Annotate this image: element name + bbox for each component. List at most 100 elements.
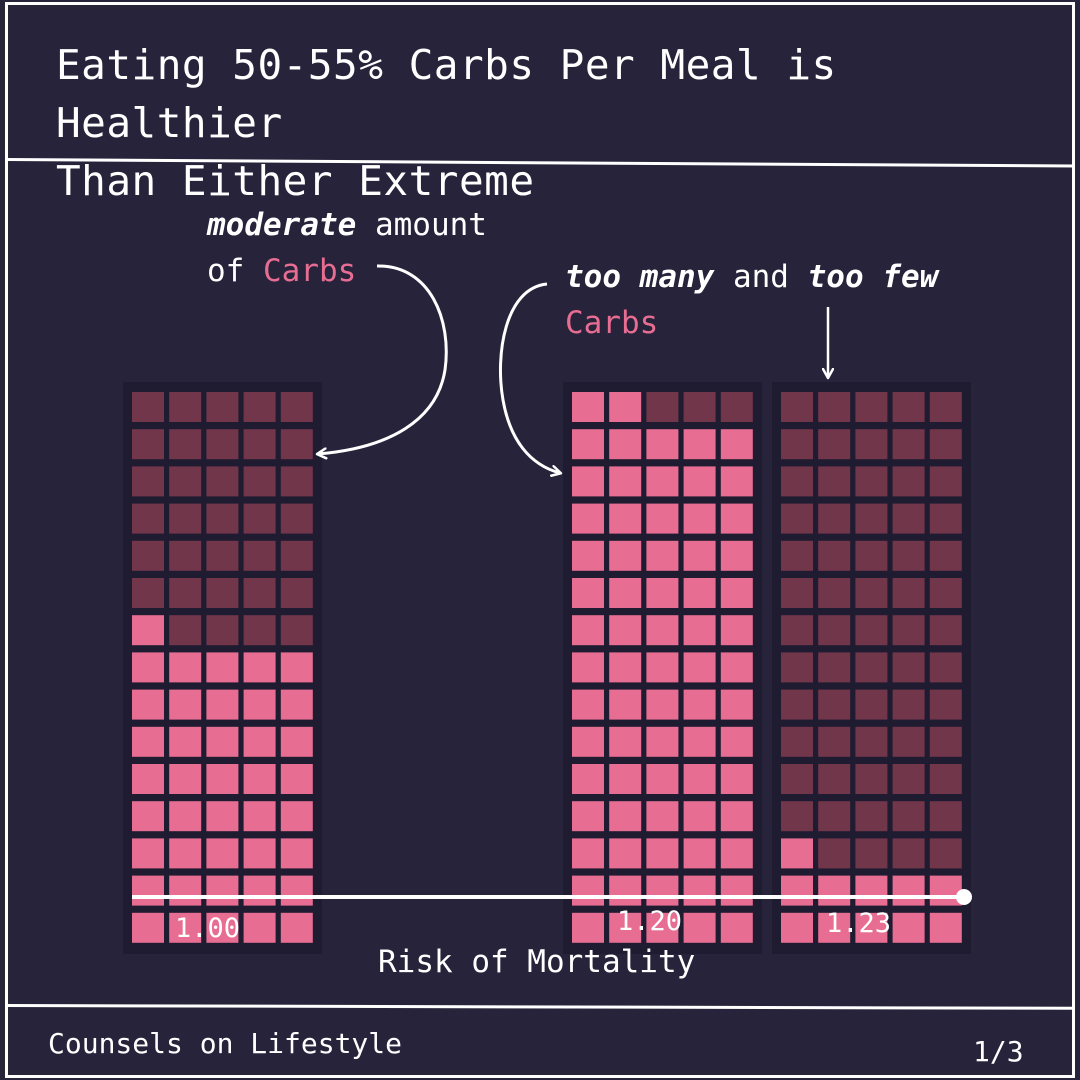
waffle-cell-filled: [169, 912, 202, 943]
waffle-cell-empty: [818, 429, 851, 460]
annotation-and: and: [714, 259, 808, 295]
top-border: [5, 2, 1075, 5]
waffle-cell-empty: [206, 540, 239, 571]
waffle-cell-filled: [720, 689, 753, 720]
waffle-cell-empty: [892, 652, 925, 683]
waffle-cell-empty: [206, 392, 239, 422]
waffle-cell-filled: [609, 801, 642, 832]
waffle-cell-empty: [280, 429, 313, 460]
waffle-cell-empty: [818, 838, 851, 869]
waffle-cell-empty: [720, 392, 753, 422]
waffle-cell-filled: [818, 912, 851, 943]
waffle-cell-empty: [929, 689, 962, 720]
waffle-cell-empty: [818, 652, 851, 683]
waffle-cell-empty: [280, 615, 313, 646]
waffle-cell-filled: [572, 912, 604, 943]
waffle-cell-filled: [572, 540, 604, 571]
waffle-cell-empty: [892, 429, 925, 460]
annotation-extremes: too many and too few Carbs: [565, 254, 938, 346]
waffle-cell-filled: [609, 540, 642, 571]
waffle-cell-empty: [781, 689, 813, 720]
waffle-cell-empty: [892, 838, 925, 869]
waffle-cell-empty: [206, 466, 239, 497]
waffle-cell-filled: [572, 726, 604, 757]
waffle-cell-empty: [132, 466, 164, 497]
waffle-cell-empty: [929, 392, 962, 422]
waffle-cell-empty: [132, 429, 164, 460]
bottom-border: [5, 1075, 1075, 1078]
waffle-cell-filled: [683, 429, 716, 460]
waffle-cell-empty: [855, 540, 888, 571]
waffle-cell-empty: [132, 503, 164, 534]
waffle-cell-filled: [280, 652, 313, 683]
waffle-cell-empty: [781, 392, 813, 422]
waffle-cell-empty: [892, 503, 925, 534]
waffle-cell-empty: [646, 392, 679, 422]
waffle-cell-empty: [169, 615, 202, 646]
waffle-cell-empty: [169, 466, 202, 497]
waffle-cell-empty: [855, 578, 888, 608]
waffle-cell-filled: [683, 615, 716, 646]
waffle-cell-empty: [206, 503, 239, 534]
waffle-cell-filled: [646, 578, 679, 608]
waffle-cell-filled: [132, 652, 164, 683]
waffle-cell-filled: [280, 838, 313, 869]
waffle-cell-filled: [243, 726, 276, 757]
arrow-moderate: [318, 264, 448, 454]
waffle-cell-filled: [243, 652, 276, 683]
waffle-cell-empty: [929, 466, 962, 497]
waffle-cell-empty: [243, 466, 276, 497]
waffle-cell-filled: [132, 801, 164, 832]
waffle-cell-filled: [572, 615, 604, 646]
annotation-too-few: too few: [807, 259, 939, 295]
waffle-cell-empty: [929, 540, 962, 571]
annotation-moderate-carbs: Carbs: [263, 253, 357, 289]
waffle-cell-filled: [132, 615, 164, 646]
waffle-cell-empty: [818, 578, 851, 608]
waffle-cell-filled: [243, 689, 276, 720]
waffle-cell-filled: [855, 875, 888, 906]
waffle-cell-filled: [683, 578, 716, 608]
waffle-cell-empty: [855, 503, 888, 534]
annotation-too-many: too many: [565, 259, 715, 295]
waffle-cell-filled: [132, 764, 164, 794]
waffle-cell-empty: [169, 429, 202, 460]
tick-label-2: 1.20: [617, 906, 683, 937]
waffle-cell-filled: [646, 838, 679, 869]
waffle-cell-filled: [609, 689, 642, 720]
waffle-cell-filled: [929, 875, 962, 906]
waffle-cell-empty: [892, 578, 925, 608]
waffle-cell-empty: [818, 726, 851, 757]
risk-axis-end-dot: [956, 889, 972, 905]
waffle-cell-filled: [720, 652, 753, 683]
waffle-cell-empty: [781, 801, 813, 832]
annotation-moderate: moderate amount of Carbs: [207, 202, 487, 294]
waffle-cell-empty: [132, 578, 164, 608]
waffle-cell-filled: [720, 875, 753, 906]
waffle-cell-empty: [781, 503, 813, 534]
title-line-2: Than Either Extreme: [56, 157, 535, 205]
waffle-cell-filled: [280, 726, 313, 757]
waffle-cell-empty: [243, 615, 276, 646]
waffle-cell-filled: [781, 875, 813, 906]
waffle-cell-filled: [572, 764, 604, 794]
waffle-cell-empty: [855, 392, 888, 422]
waffle-cell-filled: [206, 652, 239, 683]
waffle-cell-filled: [169, 838, 202, 869]
waffle-cell-empty: [855, 726, 888, 757]
waffle-cell-empty: [243, 392, 276, 422]
waffle-cell-filled: [609, 615, 642, 646]
waffle-cell-filled: [781, 838, 813, 869]
waffle-cell-filled: [609, 875, 642, 906]
waffle-cell-empty: [892, 466, 925, 497]
waffle-cell-filled: [646, 429, 679, 460]
waffle-cell-filled: [683, 726, 716, 757]
waffle-cell-filled: [243, 912, 276, 943]
waffle-cell-filled: [280, 689, 313, 720]
waffle-cell-filled: [572, 652, 604, 683]
annotation-moderate-line2: of Carbs: [207, 248, 487, 294]
waffle-cell-filled: [572, 838, 604, 869]
waffle-cell-empty: [929, 429, 962, 460]
